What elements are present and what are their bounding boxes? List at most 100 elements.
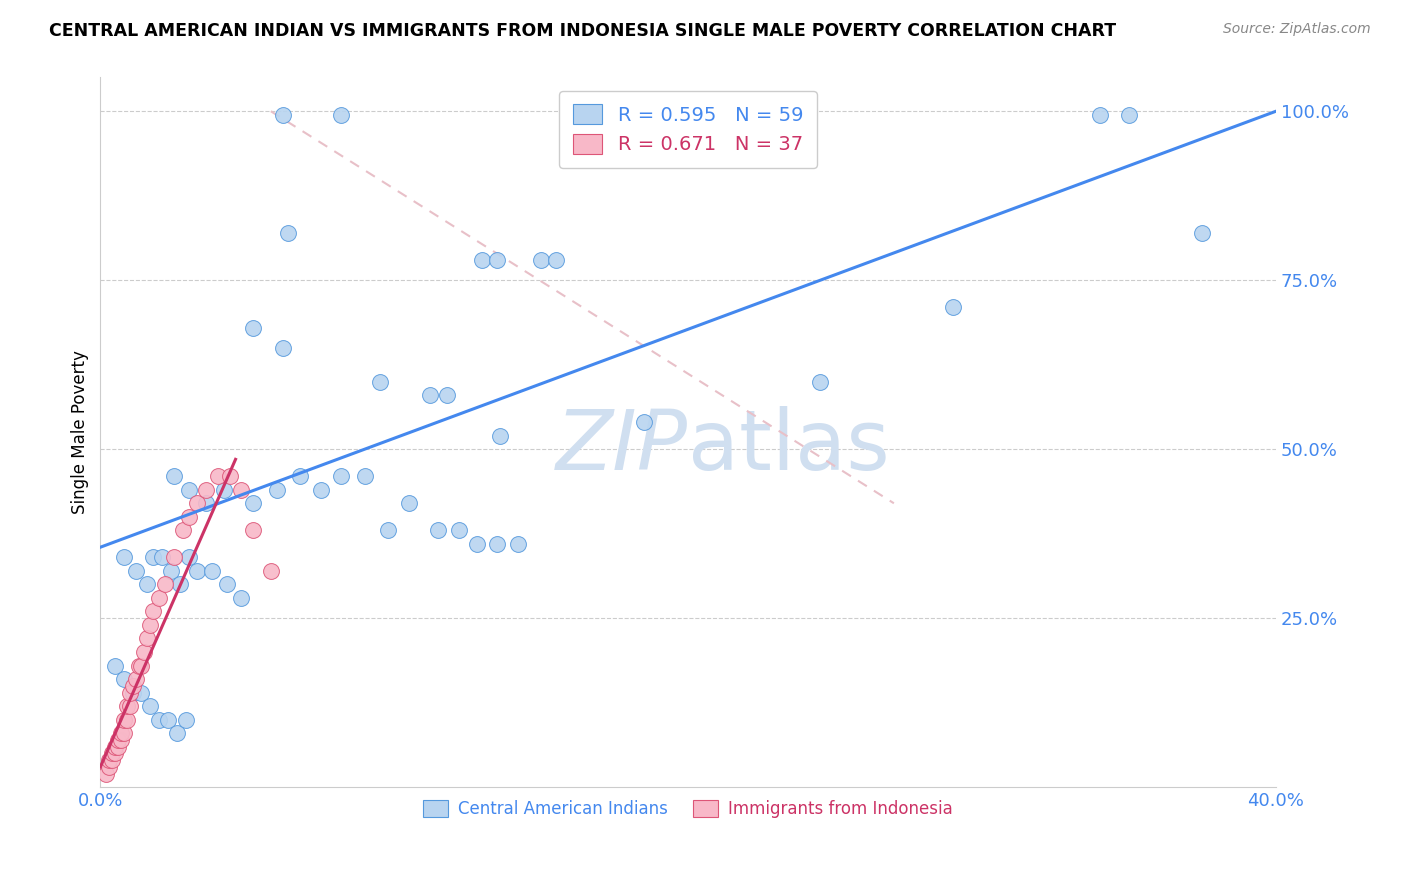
- Point: [530, 252, 553, 267]
- Point: [104, 747, 127, 761]
- Point: [447, 524, 470, 538]
- Point: [124, 564, 146, 578]
- Point: [121, 679, 143, 693]
- Point: [354, 469, 377, 483]
- Point: [107, 739, 129, 754]
- Point: [436, 388, 458, 402]
- Point: [201, 564, 224, 578]
- Point: [118, 699, 141, 714]
- Text: CENTRAL AMERICAN INDIAN VS IMMIGRANTS FROM INDONESIA SINGLE MALE POVERTY CORRELA: CENTRAL AMERICAN INDIAN VS IMMIGRANTS FR…: [49, 22, 1116, 40]
- Point: [174, 713, 197, 727]
- Point: [544, 252, 567, 267]
- Point: [418, 388, 440, 402]
- Point: [271, 107, 294, 121]
- Point: [121, 685, 143, 699]
- Text: ZIP: ZIP: [557, 406, 688, 487]
- Point: [377, 524, 399, 538]
- Point: [330, 107, 353, 121]
- Point: [156, 713, 179, 727]
- Point: [134, 645, 156, 659]
- Point: [169, 577, 191, 591]
- Point: [195, 496, 218, 510]
- Point: [486, 537, 509, 551]
- Point: [465, 537, 488, 551]
- Point: [177, 550, 200, 565]
- Point: [706, 107, 728, 121]
- Point: [128, 658, 150, 673]
- Point: [231, 591, 253, 605]
- Point: [212, 483, 235, 497]
- Point: [942, 300, 965, 314]
- Point: [101, 747, 124, 761]
- Point: [112, 550, 135, 565]
- Point: [266, 483, 288, 497]
- Point: [489, 428, 512, 442]
- Point: [96, 766, 118, 780]
- Point: [166, 726, 188, 740]
- Point: [136, 632, 159, 646]
- Point: [242, 320, 264, 334]
- Point: [139, 618, 162, 632]
- Point: [172, 524, 194, 538]
- Point: [207, 469, 229, 483]
- Point: [1191, 226, 1213, 240]
- Point: [136, 577, 159, 591]
- Point: [309, 483, 332, 497]
- Point: [124, 672, 146, 686]
- Point: [163, 550, 186, 565]
- Point: [131, 658, 153, 673]
- Point: [142, 550, 165, 565]
- Point: [98, 753, 121, 767]
- Point: [398, 496, 420, 510]
- Point: [177, 509, 200, 524]
- Point: [118, 685, 141, 699]
- Text: atlas: atlas: [688, 406, 890, 487]
- Point: [163, 469, 186, 483]
- Point: [290, 469, 312, 483]
- Point: [150, 550, 173, 565]
- Legend: Central American Indians, Immigrants from Indonesia: Central American Indians, Immigrants fro…: [416, 794, 960, 825]
- Point: [101, 753, 124, 767]
- Point: [107, 732, 129, 747]
- Point: [110, 726, 132, 740]
- Point: [218, 469, 240, 483]
- Point: [104, 739, 127, 754]
- Point: [153, 577, 176, 591]
- Point: [160, 564, 183, 578]
- Point: [242, 496, 264, 510]
- Point: [142, 604, 165, 618]
- Point: [506, 537, 529, 551]
- Point: [662, 107, 685, 121]
- Point: [486, 252, 509, 267]
- Point: [471, 252, 494, 267]
- Point: [186, 564, 208, 578]
- Point: [271, 341, 294, 355]
- Point: [131, 685, 153, 699]
- Point: [110, 732, 132, 747]
- Point: [177, 483, 200, 497]
- Point: [242, 524, 264, 538]
- Point: [139, 699, 162, 714]
- Point: [1088, 107, 1111, 121]
- Text: Source: ZipAtlas.com: Source: ZipAtlas.com: [1223, 22, 1371, 37]
- Point: [98, 760, 121, 774]
- Point: [277, 226, 299, 240]
- Point: [330, 469, 353, 483]
- Point: [633, 415, 655, 429]
- Point: [427, 524, 450, 538]
- Point: [195, 483, 218, 497]
- Point: [260, 564, 283, 578]
- Point: [186, 496, 208, 510]
- Point: [368, 375, 391, 389]
- Point: [810, 375, 832, 389]
- Point: [112, 726, 135, 740]
- Point: [148, 591, 170, 605]
- Point: [148, 713, 170, 727]
- Point: [115, 713, 138, 727]
- Point: [115, 699, 138, 714]
- Point: [104, 658, 127, 673]
- Point: [112, 672, 135, 686]
- Point: [112, 713, 135, 727]
- Point: [231, 483, 253, 497]
- Point: [1118, 107, 1140, 121]
